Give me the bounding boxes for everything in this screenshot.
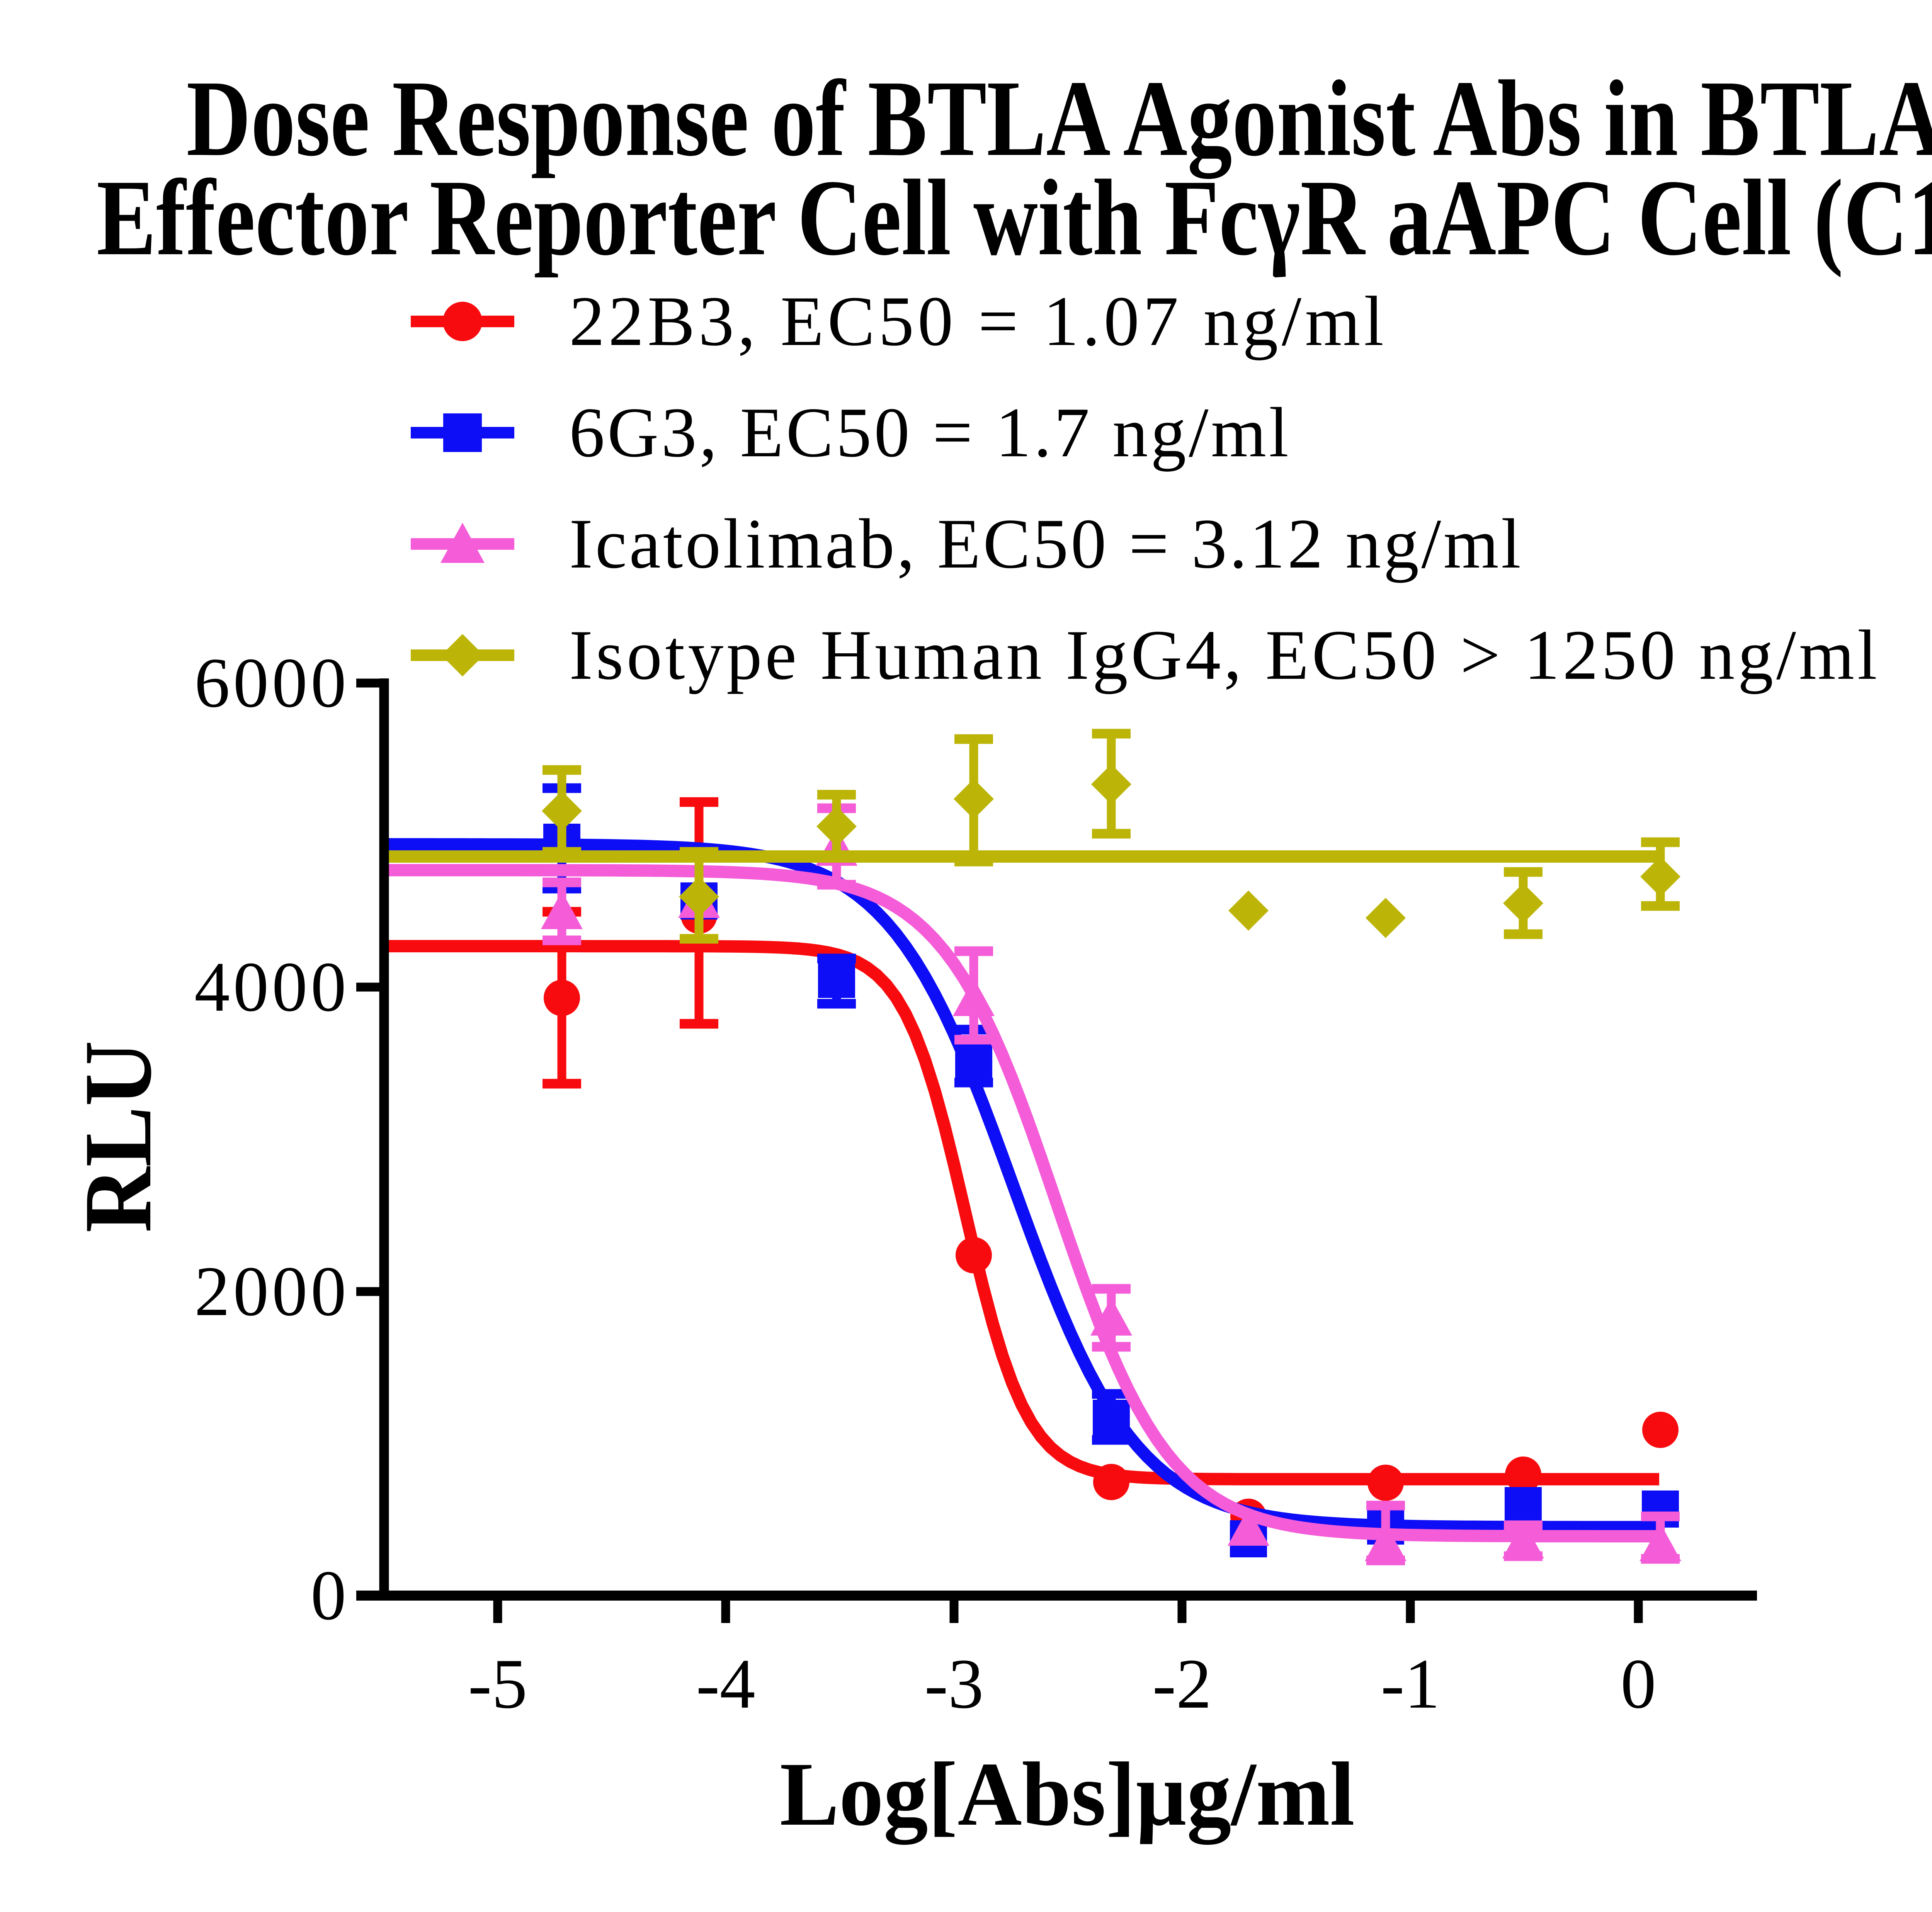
svg-text:-2: -2 [1152,1644,1211,1723]
svg-text:Effector Reporter Cell with Fc: Effector Reporter Cell with FcγR aAPC Ce… [97,157,1932,278]
svg-text:Log[Abs]µg/ml: Log[Abs]µg/ml [780,1744,1355,1845]
svg-text:RLU: RLU [65,1041,172,1233]
svg-text:-3: -3 [924,1644,983,1723]
svg-text:Icatolimab, EC50 = 3.12 ng/ml: Icatolimab, EC50 = 3.12 ng/ml [569,504,1521,583]
svg-text:0: 0 [311,1556,346,1635]
svg-text:0: 0 [1621,1644,1656,1723]
svg-text:-1: -1 [1381,1644,1440,1723]
svg-text:-4: -4 [696,1644,755,1723]
svg-text:-5: -5 [468,1644,527,1723]
svg-text:6G3, EC50 = 1.7 ng/ml: 6G3, EC50 = 1.7 ng/ml [569,393,1289,472]
